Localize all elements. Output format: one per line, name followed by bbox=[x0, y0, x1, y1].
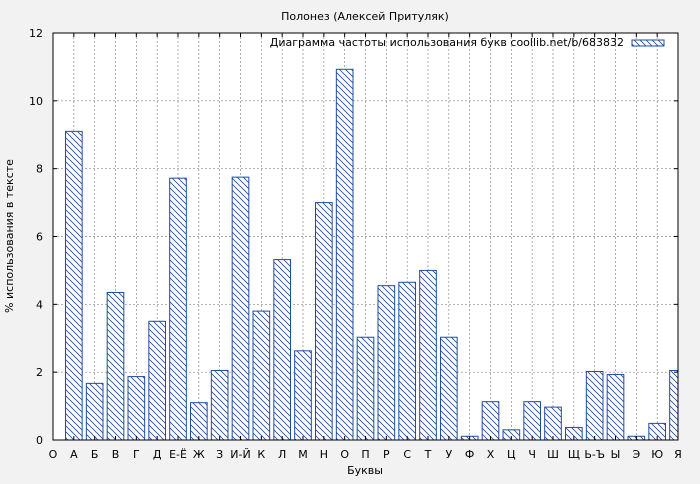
x-tick-label: Ц bbox=[507, 448, 516, 461]
bar-П bbox=[356, 336, 375, 441]
bar-Б bbox=[85, 382, 104, 441]
bar-Е-Ё bbox=[169, 177, 187, 441]
bar-Д bbox=[148, 320, 166, 441]
x-tick-label: П bbox=[361, 448, 369, 461]
x-tick-label: У bbox=[445, 448, 452, 461]
y-tick-label: 4 bbox=[36, 298, 43, 311]
x-tick-label: Ж bbox=[193, 448, 205, 461]
bar-Р bbox=[377, 285, 396, 441]
bar-Ж bbox=[190, 402, 208, 441]
x-axis-ticks: О А Б В Г Д Е-Ё Ж З И-Й К Л М Н О П Р С Т У Ф Х Ц Ч Ш Щ Ь-Ъ Ы Э Ю Я bbox=[49, 33, 682, 461]
x-tick-label: Я bbox=[674, 448, 682, 461]
bar-А bbox=[65, 130, 83, 441]
legend: Диаграмма частоты использования букв coo… bbox=[270, 36, 665, 49]
bar-Н bbox=[315, 202, 333, 441]
x-tick-label: З bbox=[216, 448, 223, 461]
bar-З bbox=[210, 369, 229, 441]
legend-label: Диаграмма частоты использования букв coo… bbox=[270, 36, 624, 49]
x-tick-label: О bbox=[49, 448, 58, 461]
x-tick-label: О bbox=[340, 448, 349, 461]
bar-В bbox=[106, 291, 125, 441]
x-axis-label: Буквы bbox=[347, 464, 383, 477]
bar-Т bbox=[419, 269, 437, 441]
chart-title: Полонез (Алексей Притуляк) bbox=[281, 10, 449, 23]
y-tick-label: 12 bbox=[29, 27, 43, 40]
x-tick-label: М bbox=[298, 448, 308, 461]
bar-К bbox=[252, 310, 271, 441]
x-tick-label: Э bbox=[632, 448, 640, 461]
bar-Ы bbox=[606, 374, 625, 441]
x-tick-label: Б bbox=[91, 448, 99, 461]
y-tick-label: 10 bbox=[29, 95, 43, 108]
bar-У bbox=[440, 336, 458, 441]
x-tick-label: К bbox=[257, 448, 265, 461]
x-tick-label: Л bbox=[278, 448, 286, 461]
bar-С bbox=[398, 281, 417, 441]
x-tick-label: Ч bbox=[528, 448, 536, 461]
y-tick-label: 6 bbox=[36, 231, 43, 244]
x-tick-label: Х bbox=[487, 448, 495, 461]
x-tick-label: В bbox=[112, 448, 120, 461]
x-tick-label: Ш bbox=[547, 448, 559, 461]
y-tick-label: 2 bbox=[36, 366, 43, 379]
x-tick-label: Щ bbox=[568, 448, 580, 461]
y-axis-ticks: 0 2 4 6 8 10 12 bbox=[29, 27, 678, 447]
bar-Ь-Ъ bbox=[585, 370, 604, 441]
x-tick-label: Ф bbox=[465, 448, 474, 461]
bar-Г bbox=[127, 376, 146, 441]
bar-Я bbox=[669, 369, 679, 441]
bar-Л bbox=[273, 259, 292, 441]
y-axis-label: % использования в тексте bbox=[3, 159, 16, 313]
x-tick-label: Е-Ё bbox=[169, 448, 187, 461]
y-tick-label: 8 bbox=[36, 163, 43, 176]
x-tick-label: Р bbox=[383, 448, 390, 461]
bar-И-Й bbox=[231, 176, 250, 441]
bar-О bbox=[335, 68, 354, 441]
x-tick-label: Ы bbox=[611, 448, 621, 461]
bars bbox=[65, 68, 679, 441]
x-tick-label: Ю bbox=[651, 448, 663, 461]
x-tick-label: Д bbox=[153, 448, 162, 461]
x-tick-label: Н bbox=[320, 448, 328, 461]
bar-Ш bbox=[544, 406, 562, 441]
x-tick-label: А bbox=[70, 448, 78, 461]
bar-Ч bbox=[523, 401, 541, 441]
x-tick-label: С bbox=[403, 448, 411, 461]
y-tick-label: 0 bbox=[36, 434, 43, 447]
x-tick-label: Г bbox=[133, 448, 140, 461]
x-tick-label: Ь-Ъ bbox=[584, 448, 605, 461]
x-tick-label: И-Й bbox=[230, 448, 250, 461]
bar-Х bbox=[481, 401, 500, 441]
bar-М bbox=[294, 350, 312, 441]
legend-swatch bbox=[631, 39, 665, 47]
x-tick-label: Т bbox=[424, 448, 432, 461]
